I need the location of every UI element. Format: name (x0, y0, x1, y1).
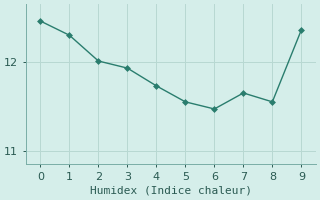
X-axis label: Humidex (Indice chaleur): Humidex (Indice chaleur) (90, 186, 252, 196)
